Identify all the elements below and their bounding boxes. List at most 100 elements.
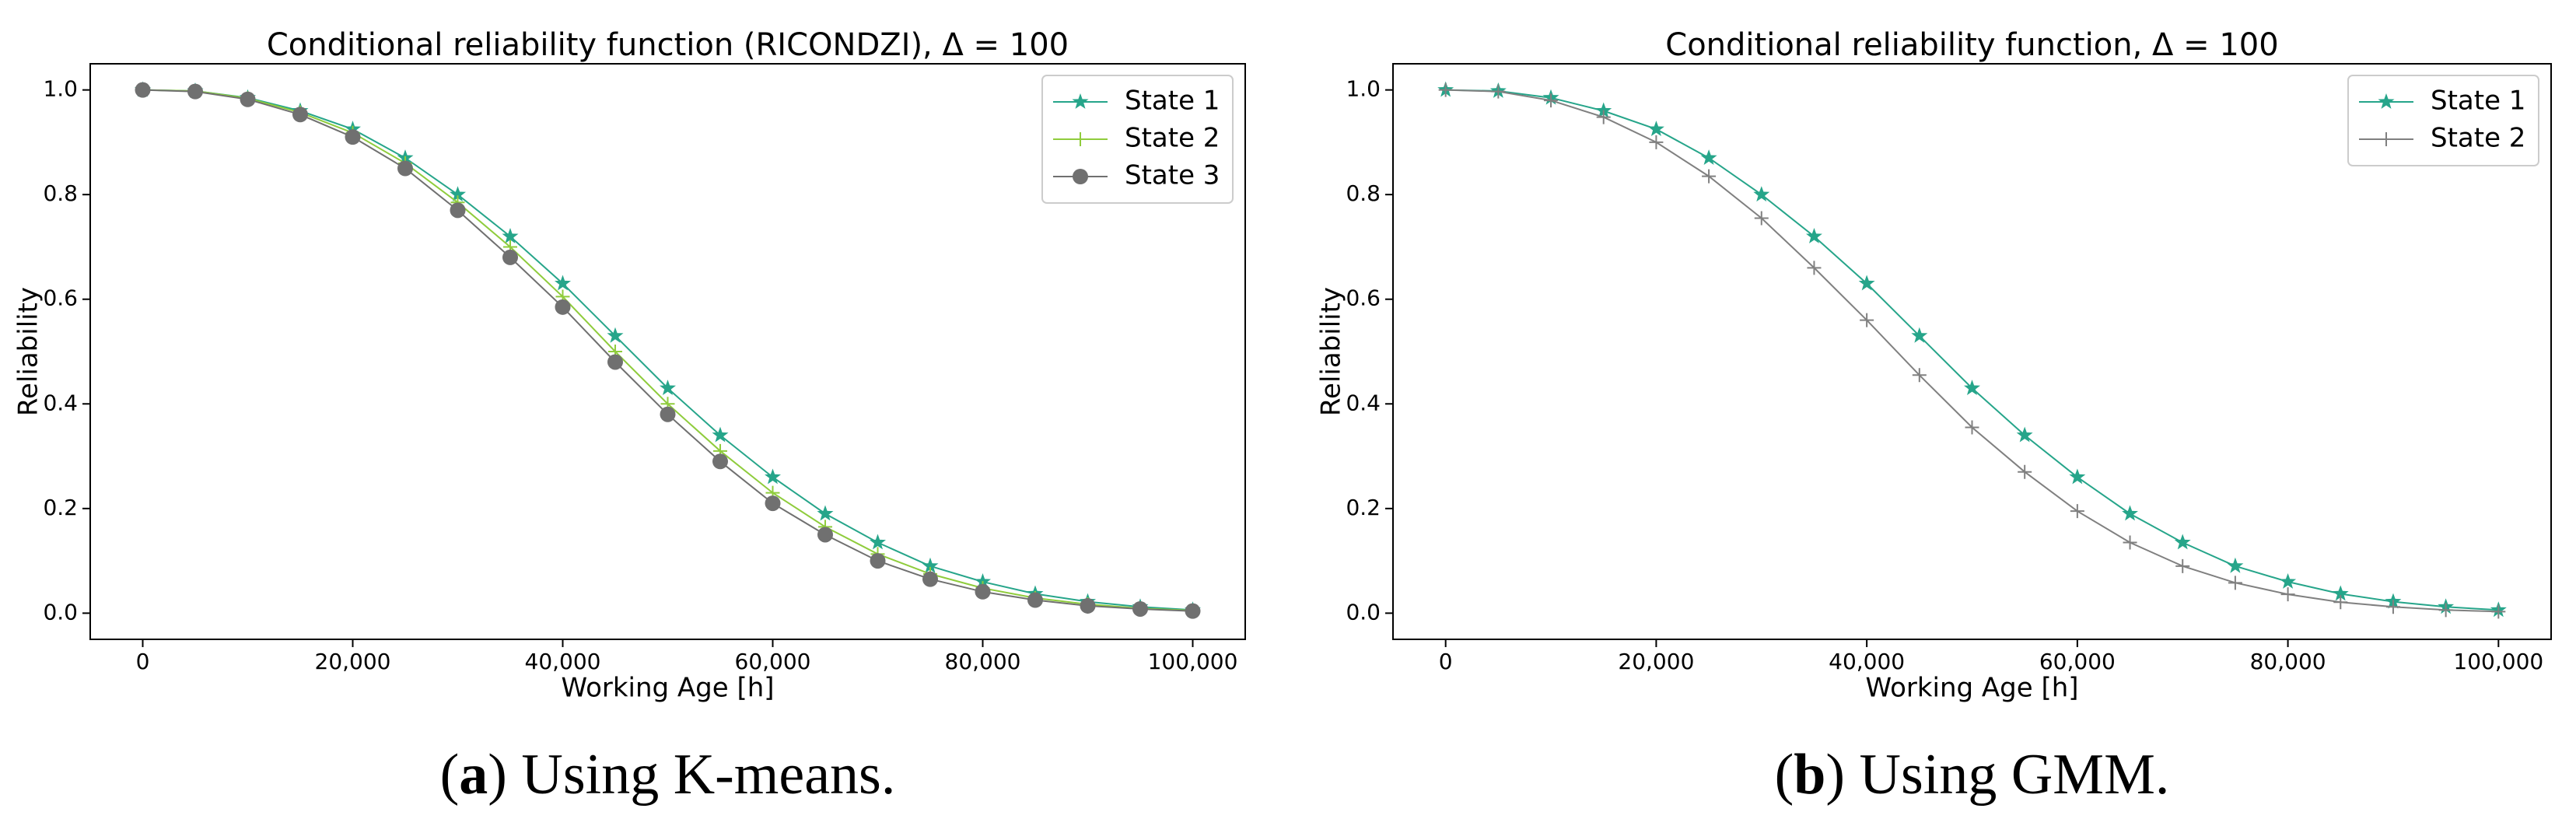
x-tick-label: 40,000 [525,649,601,674]
marker [2378,93,2395,109]
caption-part: b [1794,743,1825,807]
marker [1185,603,1201,619]
y-tick-label: 1.0 [1346,76,1381,102]
marker [975,583,991,600]
y-tick-label: 0.4 [1346,390,1381,415]
y-tick-label: 0.8 [43,180,78,206]
marker [765,495,781,512]
marker [2280,573,2297,589]
marker [2070,504,2084,519]
marker [450,202,466,219]
marker [2385,600,2400,614]
chart-title: Conditional reliability function (RICOND… [267,27,1069,63]
series-line [1445,89,2499,611]
chart: Conditional reliability function (RICOND… [13,27,1246,807]
marker [1649,135,1664,149]
marker [2123,535,2137,550]
caption: (a) Using K-means. [440,743,896,807]
marker [1700,149,1717,165]
marker [1072,93,1089,109]
marker [1858,275,1875,291]
x-tick-label: 40,000 [1829,649,1905,674]
marker [2069,468,2086,485]
marker [975,573,991,589]
x-tick-label: 100,000 [1148,649,1238,674]
chart-title: Conditional reliability function, Δ = 10… [1665,27,2278,63]
marker [397,160,413,177]
marker [1964,380,1980,395]
y-tick-label: 0.8 [1346,180,1381,206]
y-tick-label: 0.0 [1346,599,1381,625]
legend-box [1041,75,1234,204]
x-tick-label: 20,000 [1618,649,1694,674]
y-tick-label: 0.6 [1346,285,1381,311]
marker [765,468,781,485]
marker [870,534,886,550]
marker [607,327,624,343]
marker [2175,558,2190,573]
series-line [142,89,1193,611]
marker [922,571,938,587]
marker [502,228,519,243]
marker [1754,211,1769,226]
marker [2016,426,2033,443]
marker [292,107,308,123]
marker [870,553,886,569]
caption-part: ( [1775,743,1794,807]
marker [1806,228,1822,243]
marker [1596,110,1611,124]
x-tick-label: 20,000 [315,649,391,674]
marker [922,557,939,573]
x-tick-label: 80,000 [2250,649,2326,674]
marker [1027,592,1043,608]
series-line [142,89,1193,611]
y-axis-label: Reliability [1316,287,1347,416]
x-tick-label: 0 [136,649,150,674]
marker [450,186,466,202]
marker [712,426,729,443]
marker [1647,121,1664,136]
marker [555,299,571,315]
marker [2122,505,2138,521]
marker [2438,603,2453,618]
y-tick-label: 0.4 [43,390,78,415]
legend-label: State 1 [1125,86,1220,117]
legend-label: State 3 [1125,160,1220,191]
marker [240,91,256,107]
marker [2228,576,2242,590]
marker [1753,186,1770,202]
marker [2018,464,2032,479]
marker [345,129,361,145]
marker [2280,587,2295,602]
marker [1965,420,1979,435]
y-tick-label: 1.0 [43,76,78,102]
caption: (b) Using GMM. [1775,743,2170,807]
caption-part: a [459,743,488,807]
marker [1807,261,1822,275]
marker [2227,557,2244,573]
y-tick-label: 0.2 [1346,495,1381,520]
marker [1073,132,1087,146]
y-tick-label: 0.6 [43,285,78,311]
marker [187,83,203,100]
caption-part: ) Using GMM. [1825,743,2169,807]
marker [2491,604,2506,619]
legend-label: State 1 [2431,86,2525,117]
series-line [142,89,1193,612]
marker [712,453,728,470]
marker [2379,132,2393,146]
marker [2333,595,2348,610]
marker [1544,93,1559,108]
marker [1595,102,1612,118]
caption-part: ) Using K-means. [488,743,895,807]
marker [660,380,676,395]
y-tick-label: 0.2 [43,495,78,520]
x-tick-label: 60,000 [2039,649,2116,674]
marker [1702,169,1717,184]
legend-label: State 2 [2431,123,2525,154]
marker [817,505,834,521]
x-tick-label: 100,000 [2453,649,2543,674]
marker [1912,368,1927,383]
marker [2332,585,2349,601]
